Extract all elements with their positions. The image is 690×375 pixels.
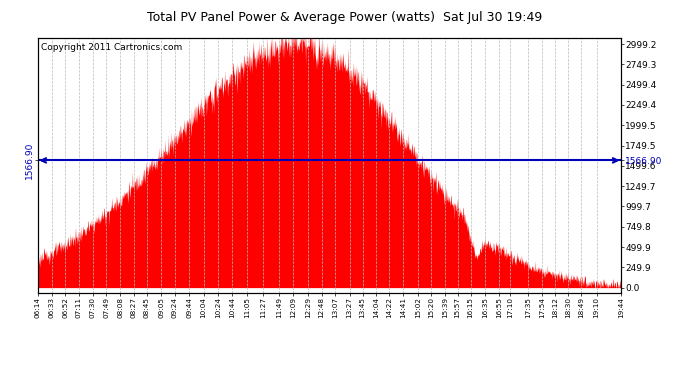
Text: Copyright 2011 Cartronics.com: Copyright 2011 Cartronics.com (41, 43, 182, 52)
Text: Total PV Panel Power & Average Power (watts)  Sat Jul 30 19:49: Total PV Panel Power & Average Power (wa… (148, 11, 542, 24)
